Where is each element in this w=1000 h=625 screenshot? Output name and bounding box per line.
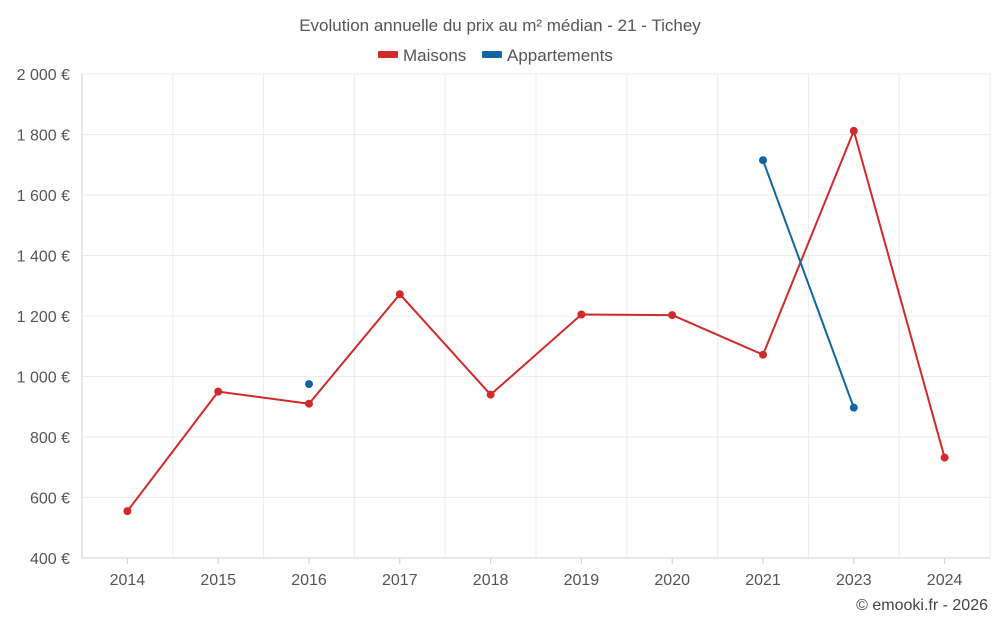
y-tick-label: 2 000 € bbox=[17, 67, 70, 84]
y-tick-label: 1 400 € bbox=[17, 249, 70, 266]
chart-title: Evolution annuelle du prix au m² médian … bbox=[299, 16, 701, 35]
line-segment-maisons bbox=[489, 313, 583, 396]
y-axis-ticks: 400 € 600 € 800 € 1 000 € 1 200 € 1 400 € 1 60… bbox=[17, 67, 70, 568]
legend: Maisons Appartements bbox=[378, 46, 613, 65]
x-tick-label: 2015 bbox=[200, 572, 236, 589]
y-tick-label: 1 600 € bbox=[17, 188, 70, 205]
point-maisons-2016[interactable] bbox=[305, 399, 313, 408]
y-tick-label: 600 € bbox=[30, 491, 70, 508]
series bbox=[123, 126, 949, 516]
line-segment-maisons bbox=[580, 313, 674, 317]
y-tick-label: 800 € bbox=[30, 430, 70, 447]
point-maisons-2019[interactable] bbox=[577, 310, 586, 319]
gridlines bbox=[82, 73, 991, 558]
x-tick-label: 2017 bbox=[382, 572, 418, 589]
x-tick-label: 2016 bbox=[291, 572, 327, 589]
series-appartements bbox=[305, 156, 858, 412]
y-tick-label: 400 € bbox=[30, 551, 70, 568]
legend-swatch-maisons bbox=[378, 51, 398, 58]
line-segment-maisons bbox=[398, 293, 492, 396]
point-maisons-2015[interactable] bbox=[214, 387, 223, 396]
line-segment-appartements bbox=[762, 159, 855, 409]
line-segment-maisons bbox=[852, 129, 946, 459]
point-appartements-2021[interactable] bbox=[759, 156, 767, 165]
x-tick-label: 2023 bbox=[836, 572, 872, 589]
y-tick-label: 1 000 € bbox=[17, 370, 70, 387]
legend-label-maisons: Maisons bbox=[403, 46, 466, 65]
axes bbox=[81, 74, 990, 559]
point-maisons-2023[interactable] bbox=[849, 126, 858, 135]
line-segment-maisons bbox=[217, 390, 310, 405]
x-tick-label: 2020 bbox=[654, 572, 690, 589]
legend-swatch-appartements bbox=[482, 51, 502, 58]
x-tick-label: 2021 bbox=[745, 572, 781, 589]
line-segment-maisons bbox=[762, 129, 855, 356]
line-segment-maisons bbox=[671, 314, 764, 356]
x-axis-ticks: 2014 2015 2016 2017 2018 2019 2020 2021 2023 2024 bbox=[110, 558, 963, 589]
x-tick-label: 2014 bbox=[110, 572, 146, 589]
x-tick-label: 2019 bbox=[564, 572, 600, 589]
x-tick-label: 2018 bbox=[473, 572, 509, 589]
line-segment-maisons bbox=[126, 390, 220, 513]
point-appartements-2023[interactable] bbox=[849, 403, 858, 412]
legend-label-appartements: Appartements bbox=[507, 46, 613, 65]
point-maisons-2014[interactable] bbox=[123, 507, 132, 516]
legend-item-maisons[interactable]: Maisons bbox=[378, 46, 466, 65]
x-tick-label: 2024 bbox=[927, 572, 963, 589]
series-maisons bbox=[123, 126, 949, 516]
point-maisons-2017[interactable] bbox=[395, 290, 404, 299]
y-tick-label: 1 200 € bbox=[17, 309, 70, 326]
point-maisons-2021[interactable] bbox=[759, 350, 767, 359]
point-maisons-2020[interactable] bbox=[668, 311, 677, 320]
point-maisons-2024[interactable] bbox=[940, 453, 949, 462]
point-maisons-2018[interactable] bbox=[486, 390, 495, 399]
line-segment-maisons bbox=[308, 293, 401, 405]
y-tick-label: 1 800 € bbox=[17, 128, 70, 145]
credit-text: © emooki.fr - 2026 bbox=[856, 597, 988, 614]
legend-item-appartements[interactable]: Appartements bbox=[482, 46, 613, 65]
point-appartements-2016[interactable] bbox=[305, 380, 313, 389]
